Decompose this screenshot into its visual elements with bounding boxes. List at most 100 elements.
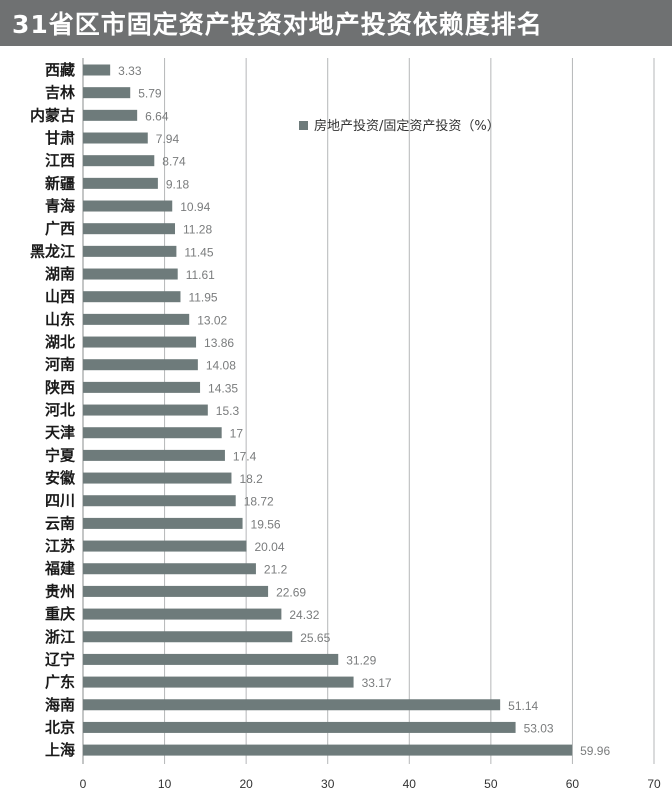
x-tick-label: 20 bbox=[239, 777, 253, 791]
category-label: 湖南 bbox=[45, 265, 75, 283]
value-label: 59.96 bbox=[580, 744, 610, 758]
category-label: 山东 bbox=[45, 310, 75, 328]
category-label: 浙江 bbox=[45, 628, 75, 646]
category-label: 福建 bbox=[44, 560, 76, 578]
bar-11 bbox=[83, 291, 181, 303]
value-label: 7.94 bbox=[156, 132, 180, 146]
bar-17 bbox=[83, 427, 222, 439]
value-label: 31.29 bbox=[346, 653, 376, 667]
x-tick-label: 60 bbox=[566, 777, 580, 791]
bar-chart: 西藏 3.33 吉林 5.79 内蒙古 6.64 甘肃 7.94 江西 8.74 新疆 9.18 青海 1… bbox=[30, 58, 661, 791]
bar-1 bbox=[83, 64, 111, 76]
category-label: 西藏 bbox=[45, 61, 75, 79]
value-label: 10.94 bbox=[180, 200, 210, 214]
bar-5 bbox=[83, 155, 155, 167]
bar-25 bbox=[83, 608, 282, 620]
value-label: 5.79 bbox=[138, 87, 162, 101]
x-tick-label: 40 bbox=[403, 777, 417, 791]
category-label: 陕西 bbox=[45, 378, 75, 396]
value-label: 22.69 bbox=[276, 585, 306, 599]
category-label: 四川 bbox=[45, 492, 75, 510]
value-label: 11.95 bbox=[188, 291, 217, 305]
value-label: 20.04 bbox=[254, 540, 284, 554]
bar-22 bbox=[83, 540, 247, 552]
bar-2 bbox=[83, 87, 131, 99]
value-label: 53.03 bbox=[524, 721, 554, 735]
bar-19 bbox=[83, 472, 232, 484]
value-label: 14.08 bbox=[206, 359, 236, 373]
category-label: 上海 bbox=[45, 741, 75, 759]
category-label: 广西 bbox=[45, 220, 75, 238]
legend-swatch bbox=[299, 121, 308, 130]
value-label: 13.02 bbox=[197, 313, 227, 327]
bar-30 bbox=[83, 721, 516, 733]
category-label: 河北 bbox=[45, 401, 75, 419]
category-label: 吉林 bbox=[45, 84, 76, 102]
bar-24 bbox=[83, 585, 269, 597]
x-tick-label: 10 bbox=[158, 777, 172, 791]
value-label: 17 bbox=[230, 427, 244, 441]
bar-4 bbox=[83, 132, 148, 144]
bar-20 bbox=[83, 495, 236, 507]
bar-8 bbox=[83, 223, 176, 235]
bar-9 bbox=[83, 245, 177, 257]
value-label: 3.33 bbox=[118, 64, 142, 78]
bar-29 bbox=[83, 699, 501, 711]
legend-label: 房地产投资/固定资产投资（%） bbox=[314, 118, 500, 134]
bar-27 bbox=[83, 653, 339, 665]
category-label: 贵州 bbox=[45, 582, 75, 600]
category-label: 海南 bbox=[45, 696, 75, 714]
bar-12 bbox=[83, 313, 190, 325]
x-tick-label: 70 bbox=[647, 777, 661, 791]
bar-18 bbox=[83, 449, 225, 461]
category-label: 新疆 bbox=[45, 174, 75, 192]
value-label: 8.74 bbox=[162, 155, 186, 169]
category-label: 云南 bbox=[45, 514, 75, 532]
category-label: 江西 bbox=[45, 152, 75, 170]
bar-3 bbox=[83, 109, 138, 121]
bar-6 bbox=[83, 177, 158, 189]
category-label: 内蒙古 bbox=[30, 106, 75, 124]
value-label: 9.18 bbox=[166, 177, 190, 191]
category-label: 北京 bbox=[45, 718, 75, 736]
x-tick-label: 30 bbox=[321, 777, 335, 791]
value-label: 19.56 bbox=[251, 517, 281, 531]
value-label: 25.65 bbox=[300, 631, 330, 645]
bar-13 bbox=[83, 336, 197, 348]
value-label: 15.3 bbox=[216, 404, 240, 418]
value-label: 11.28 bbox=[183, 223, 212, 237]
value-label: 6.64 bbox=[145, 109, 169, 123]
x-tick-label: 50 bbox=[484, 777, 498, 791]
value-label: 13.86 bbox=[204, 336, 234, 350]
category-label: 重庆 bbox=[45, 605, 75, 623]
value-label: 21.2 bbox=[264, 563, 288, 577]
chart-title: 31省区市固定资产投资对地产投资依赖度排名 bbox=[12, 10, 543, 39]
category-label: 河南 bbox=[45, 356, 75, 374]
bar-28 bbox=[83, 676, 354, 688]
category-label: 宁夏 bbox=[45, 446, 76, 464]
category-label: 安徽 bbox=[45, 469, 76, 487]
value-label: 18.2 bbox=[239, 472, 263, 486]
category-label: 广东 bbox=[45, 673, 75, 691]
bar-26 bbox=[83, 631, 293, 643]
value-label: 11.45 bbox=[184, 245, 213, 259]
bar-10 bbox=[83, 268, 178, 280]
category-label: 江苏 bbox=[45, 537, 75, 555]
title-bar: 31省区市固定资产投资对地产投资依赖度排名 bbox=[0, 0, 672, 46]
category-label: 青海 bbox=[45, 197, 75, 215]
bar-15 bbox=[83, 381, 201, 393]
bar-7 bbox=[83, 200, 173, 212]
value-label: 17.4 bbox=[233, 449, 257, 463]
value-label: 11.61 bbox=[186, 268, 215, 282]
category-label: 山西 bbox=[45, 288, 75, 306]
value-label: 24.32 bbox=[289, 608, 319, 622]
value-label: 18.72 bbox=[244, 495, 274, 509]
x-tick-label: 0 bbox=[80, 777, 87, 791]
category-label: 辽宁 bbox=[45, 650, 75, 668]
value-label: 51.14 bbox=[508, 699, 538, 713]
category-label: 天津 bbox=[45, 424, 75, 442]
bar-21 bbox=[83, 517, 243, 529]
category-label: 黑龙江 bbox=[30, 242, 75, 260]
value-label: 33.17 bbox=[362, 676, 392, 690]
bar-23 bbox=[83, 563, 256, 575]
